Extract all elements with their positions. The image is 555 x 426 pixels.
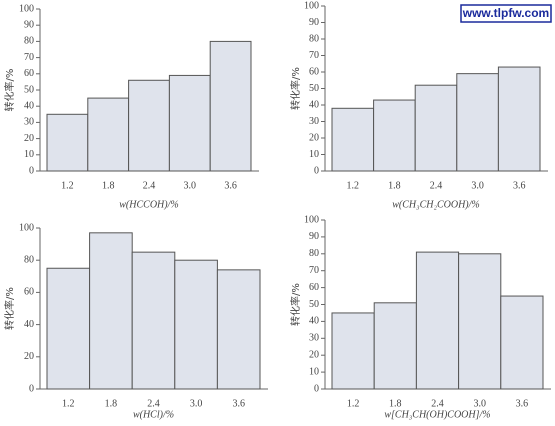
y-axis-label: 转化率/% (289, 67, 302, 110)
y-tick-label: 80 (309, 248, 319, 259)
y-tick-label: 50 (24, 84, 34, 95)
y-tick-label: 10 (309, 366, 319, 377)
x-tick-label: 3.0 (190, 398, 203, 409)
y-tick-label: 30 (309, 333, 319, 344)
bar (46, 267, 91, 390)
bar (331, 107, 375, 172)
y-tick-label: 100 (304, 214, 319, 225)
x-tick-label: 1.2 (347, 180, 360, 191)
y-tick-label: 30 (24, 117, 34, 128)
bar (46, 113, 89, 172)
y-tick-label: 80 (24, 254, 34, 265)
y-tick-label: 60 (309, 66, 319, 77)
bar (128, 79, 170, 172)
x-tick-label: 1.2 (62, 398, 75, 409)
bar (458, 253, 502, 390)
bar (456, 73, 499, 172)
y-tick-label: 0 (314, 165, 319, 176)
x-tick-label: 1.2 (61, 180, 74, 191)
x-tick-label: 3.0 (184, 180, 197, 191)
x-tick-label: 3.0 (471, 180, 484, 191)
x-tick-label: 3.6 (516, 398, 529, 409)
y-tick-label: 70 (309, 265, 319, 276)
bar (131, 251, 176, 390)
y-tick-label: 20 (309, 132, 319, 143)
y-tick-label: 40 (24, 100, 34, 111)
bar (497, 66, 541, 172)
y-tick-label: 90 (309, 17, 319, 28)
x-tick-label: 2.4 (143, 180, 156, 191)
y-axis-label: 转化率/% (3, 287, 16, 330)
y-tick-label: 100 (304, 0, 319, 11)
bar (500, 295, 544, 390)
y-tick-label: 10 (24, 149, 34, 160)
x-tick-label: 1.8 (388, 180, 401, 191)
x-tick-label: 2.4 (147, 398, 160, 409)
y-tick-label: 60 (309, 282, 319, 293)
x-tick-label: 3.0 (473, 398, 486, 409)
y-tick-label: 30 (309, 116, 319, 127)
y-tick-label: 100 (19, 222, 34, 233)
bar (414, 84, 458, 172)
bar (216, 269, 261, 390)
x-tick-label: 1.8 (105, 398, 118, 409)
bar (415, 251, 460, 390)
y-axis-label: 转化率/% (289, 283, 302, 326)
x-axis-label: w(HCCOH)/% (119, 199, 178, 210)
x-axis-label: w[CH₃CH(OH)COOH]/% (384, 409, 490, 420)
bar (373, 99, 416, 172)
bar (174, 259, 218, 390)
y-tick-label: 0 (314, 383, 319, 394)
y-tick-label: 50 (309, 299, 319, 310)
bar (331, 312, 375, 390)
y-tick-label: 20 (309, 349, 319, 360)
y-tick-label: 10 (309, 149, 319, 160)
y-tick-label: 80 (24, 36, 34, 47)
y-tick-label: 0 (29, 165, 34, 176)
y-tick-label: 70 (24, 52, 34, 63)
y-tick-label: 20 (24, 133, 34, 144)
x-tick-label: 2.4 (431, 398, 444, 409)
y-tick-label: 70 (309, 50, 319, 61)
bar (87, 97, 130, 172)
y-tick-label: 60 (24, 68, 34, 79)
x-tick-label: 3.6 (232, 398, 245, 409)
x-tick-label: 2.4 (430, 180, 443, 191)
x-axis-label: w(HCl)/% (133, 409, 174, 420)
y-tick-label: 40 (309, 99, 319, 110)
y-tick-label: 40 (24, 319, 34, 330)
x-tick-label: 1.8 (102, 180, 115, 191)
bar (209, 40, 252, 172)
y-tick-label: 50 (309, 83, 319, 94)
y-tick-label: 40 (309, 316, 319, 327)
x-tick-label: 3.6 (513, 180, 526, 191)
x-tick-label: 1.8 (389, 398, 402, 409)
y-tick-label: 20 (24, 351, 34, 362)
y-tick-label: 90 (24, 19, 34, 30)
x-axis-label: w(CH₃CH₂COOH)/% (392, 199, 480, 210)
x-tick-label: 3.6 (224, 180, 237, 191)
bar (373, 302, 417, 390)
y-tick-label: 80 (309, 33, 319, 44)
watermark: www.tlpfw.com (462, 6, 549, 20)
y-axis-label: 转化率/% (3, 69, 16, 112)
y-tick-label: 100 (19, 3, 34, 14)
x-tick-label: 1.2 (347, 398, 360, 409)
y-tick-label: 0 (29, 383, 34, 394)
watermark-box (460, 4, 552, 23)
y-tick-label: 60 (24, 287, 34, 298)
bar (168, 74, 211, 172)
bar (89, 232, 133, 390)
y-tick-label: 90 (309, 231, 319, 242)
